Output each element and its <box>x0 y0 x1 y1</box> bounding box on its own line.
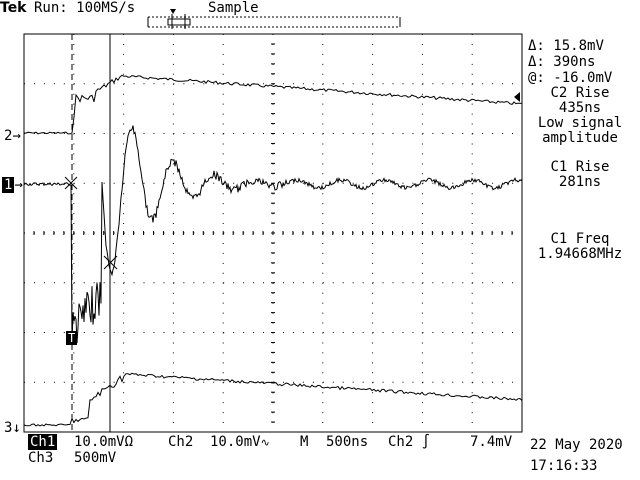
ch1-scale: 10.0mVΩ <box>74 434 134 450</box>
cursor-delta-t-value: 390ns <box>553 54 596 70</box>
acquisition-mode: Sample <box>208 0 259 16</box>
ch1-marker-label: 1 <box>2 177 15 193</box>
date-display: 22 May 2020 <box>530 437 623 453</box>
ch2-scale-value: 10.0mV <box>210 434 261 450</box>
time-display: 17:16:33 <box>530 458 598 474</box>
measurement-c1-freq-value: 1.94668MHz <box>537 246 623 262</box>
trigger-level[interactable]: 7.4mV <box>470 434 513 450</box>
acquisition-status: Run: 100MS/s <box>34 0 136 16</box>
graticule <box>23 33 523 433</box>
ch3-ground-marker[interactable]: 3↓ <box>4 420 21 436</box>
ch3-label[interactable]: Ch3 <box>28 450 54 466</box>
ch3-marker-label: 3 <box>4 420 13 436</box>
ch3-scale: 500mV <box>74 450 117 466</box>
measurement-c2-rise-label: C2 Rise <box>550 85 610 101</box>
ch2-label[interactable]: Ch2 <box>168 434 194 450</box>
trigger-marker: T <box>66 331 78 345</box>
warning-low-signal: Low signal <box>537 115 623 131</box>
cursor-at-v: @: -16.0mV <box>528 70 613 86</box>
ch1-label-text: Ch1 <box>28 434 58 450</box>
measurement-c1-rise-value: 281ns <box>558 174 602 190</box>
rising-edge-icon: ∫ <box>421 434 431 450</box>
trigger-source-value: Ch2 <box>388 434 414 450</box>
trigger-position-marker[interactable] <box>170 9 176 14</box>
ch2-marker-label: 2 <box>4 128 13 144</box>
ch2-scale: 10.0mV∿ <box>210 434 270 451</box>
timebase-value[interactable]: 500ns <box>326 434 369 450</box>
ch1-ground-marker[interactable]: 1 → <box>2 177 23 193</box>
warning-amplitude: amplitude <box>542 130 618 146</box>
ch2-trace <box>23 74 523 135</box>
record-position-bar[interactable] <box>147 14 401 29</box>
measurement-c1-rise-label: C1 Rise <box>550 159 610 175</box>
measurement-c2-rise-value: 435ns <box>558 100 602 116</box>
cursor-at-v-value: -16.0mV <box>553 70 613 86</box>
measurement-c1-freq-label: C1 Freq <box>550 231 610 247</box>
timebase-label: M <box>300 434 309 450</box>
ch1-trace <box>23 125 523 345</box>
bandwidth-limit-icon: ∿ <box>260 436 270 449</box>
ch2-ground-marker[interactable]: 2→ <box>4 128 21 144</box>
rise-marker-ch1 <box>64 176 78 190</box>
ch1-label[interactable]: Ch1 <box>28 434 58 450</box>
trigger-level-arrow[interactable] <box>514 92 520 102</box>
ch3-trace <box>23 372 523 427</box>
trigger-source[interactable]: Ch2 ∫ <box>388 434 430 450</box>
cursor-delta-v-value: 15.8mV <box>553 38 604 54</box>
cursor-delta-t: Δ: 390ns <box>528 54 596 70</box>
trigger-marker-label: T <box>66 331 78 345</box>
cursor-delta-v: Δ: 15.8mV <box>528 38 604 54</box>
rise-marker-ch1-top <box>103 255 118 270</box>
brand-label: Tek <box>0 0 27 16</box>
